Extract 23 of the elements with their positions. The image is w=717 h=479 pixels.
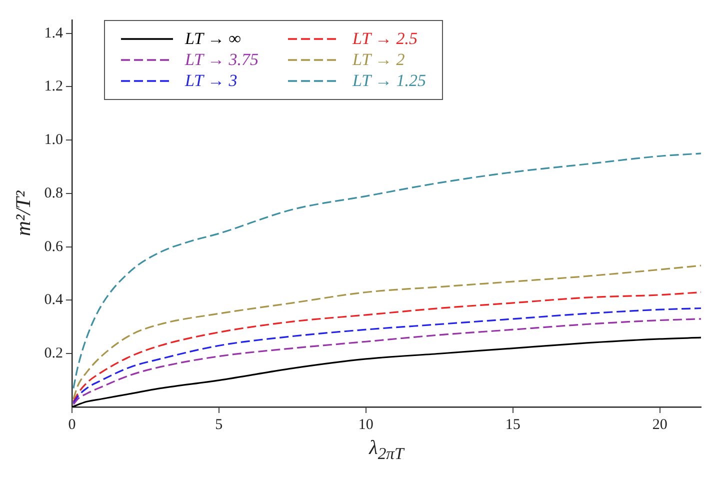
legend-label: LT → 1.25: [352, 71, 426, 91]
x-axis-title: λ$_{2πT}$: [369, 437, 404, 463]
y-tick-label: 0.6: [44, 238, 64, 255]
x-tick-label: 10: [358, 416, 374, 433]
y-tick-label: 0.4: [44, 292, 64, 308]
x-tick-label: 15: [505, 416, 520, 433]
y-tick-label: 0.8: [44, 185, 63, 202]
legend-label: LT → 2.5: [352, 29, 418, 49]
line-series: [72, 291, 701, 402]
legend-label: LT → 2: [352, 50, 405, 70]
x-tick-label: 20: [652, 416, 668, 433]
y-tick-label: 1.4: [44, 25, 64, 42]
y-tick-label: 1.2: [44, 78, 63, 95]
line-series: [72, 264, 701, 400]
y-axis-title: m²/T²: [11, 190, 36, 236]
legend-label: LT → ∞: [184, 29, 241, 49]
legend-label: LT → 3.75: [184, 50, 258, 70]
x-tick-label: 0: [68, 416, 76, 433]
legend-label: LT → 3: [184, 71, 238, 91]
y-tick-label: 1.0: [44, 132, 63, 148]
y-tick-label: 0.2: [44, 346, 63, 362]
line-series: [72, 152, 701, 390]
x-tick-label: 5: [215, 416, 223, 433]
